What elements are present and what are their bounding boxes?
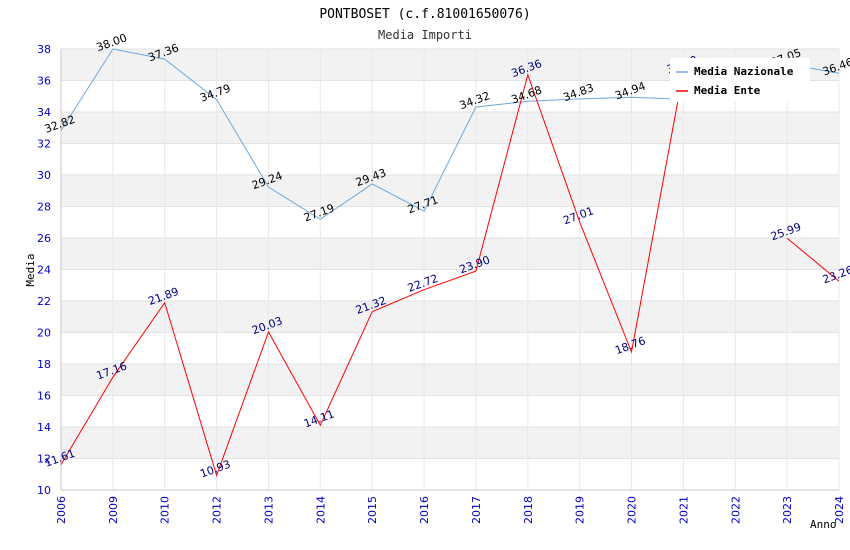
chart-subtitle: Media Importi <box>378 28 472 42</box>
data-label-ente: 18.76 <box>613 334 647 357</box>
y-tick-label: 20 <box>37 327 51 340</box>
x-tick-label: 2023 <box>781 496 794 524</box>
legend-label-nazionale: Media Nazionale <box>694 65 794 78</box>
y-tick-label: 30 <box>37 169 51 182</box>
grid-lines <box>60 48 840 491</box>
x-tick-label: 2010 <box>159 496 172 524</box>
grid-bands <box>61 49 839 459</box>
grid-band <box>61 427 839 459</box>
x-tick-label: 2012 <box>211 496 224 524</box>
x-tick-label: 2009 <box>107 496 120 524</box>
x-tick-label: 2019 <box>574 496 587 524</box>
x-tick-label: 2022 <box>729 496 742 524</box>
x-tick-label: 2015 <box>366 496 379 524</box>
grid-band <box>61 301 839 333</box>
x-tick-label: 2024 <box>833 496 846 524</box>
data-label-nazionale: 34.83 <box>561 81 595 104</box>
x-tick-label: 2021 <box>677 496 690 524</box>
x-tick-label: 2013 <box>262 496 275 524</box>
y-tick-label: 22 <box>37 295 51 308</box>
x-tick-label: 2016 <box>418 496 431 524</box>
data-label-ente: 22.72 <box>406 272 440 295</box>
chart-title: PONTBOSET (c.f.81001650076) <box>319 7 530 22</box>
legend-box <box>670 58 810 102</box>
grid-band <box>61 112 839 144</box>
axes <box>60 49 839 491</box>
y-tick-label: 38 <box>37 43 51 56</box>
x-tick-label: 2020 <box>626 496 639 524</box>
y-tick-label: 32 <box>37 138 51 151</box>
data-label-ente: 11.61 <box>43 447 77 470</box>
data-label-ente: 10.93 <box>198 458 232 481</box>
legend: Media Nazionale Media Ente <box>670 58 810 102</box>
x-tick-label: 2018 <box>522 496 535 524</box>
series-line-ente <box>786 237 840 282</box>
series-line-ente <box>60 71 684 477</box>
data-label-nazionale: 34.68 <box>510 84 544 107</box>
grid-band <box>61 364 839 396</box>
x-axis-label: Anno <box>810 518 837 531</box>
y-axis-label: Media <box>24 253 37 286</box>
series-lines <box>60 48 840 477</box>
y-tick-label: 24 <box>37 264 51 277</box>
series-line-nazionale <box>60 48 684 220</box>
data-label-ente: 27.01 <box>561 204 595 227</box>
y-tick-label: 34 <box>37 106 51 119</box>
x-tick-labels: 2006 2009 2010 2012 2013 2014 2015 2016 2017 2018… <box>55 496 846 524</box>
grid-band <box>61 175 839 207</box>
y-tick-label: 28 <box>37 201 51 214</box>
y-tick-label: 16 <box>37 390 51 403</box>
x-tick-label: 2017 <box>470 496 483 524</box>
grid-band <box>61 238 839 270</box>
y-tick-label: 26 <box>37 232 51 245</box>
y-tick-label: 18 <box>37 358 51 371</box>
legend-label-ente: Media Ente <box>694 84 761 97</box>
y-tick-label: 12 <box>37 453 51 466</box>
x-tick-label: 2006 <box>55 496 68 524</box>
x-tick-label: 2014 <box>314 496 327 524</box>
y-tick-label: 10 <box>37 484 51 497</box>
data-label-nazionale: 34.79 <box>198 82 232 105</box>
y-tick-label: 36 <box>37 75 51 88</box>
data-label-nazionale: 34.94 <box>613 79 647 102</box>
y-tick-label: 14 <box>37 421 51 434</box>
y-tick-labels: 10 12 14 16 18 20 22 24 26 28 30 32 34 36 38 <box>37 43 51 497</box>
